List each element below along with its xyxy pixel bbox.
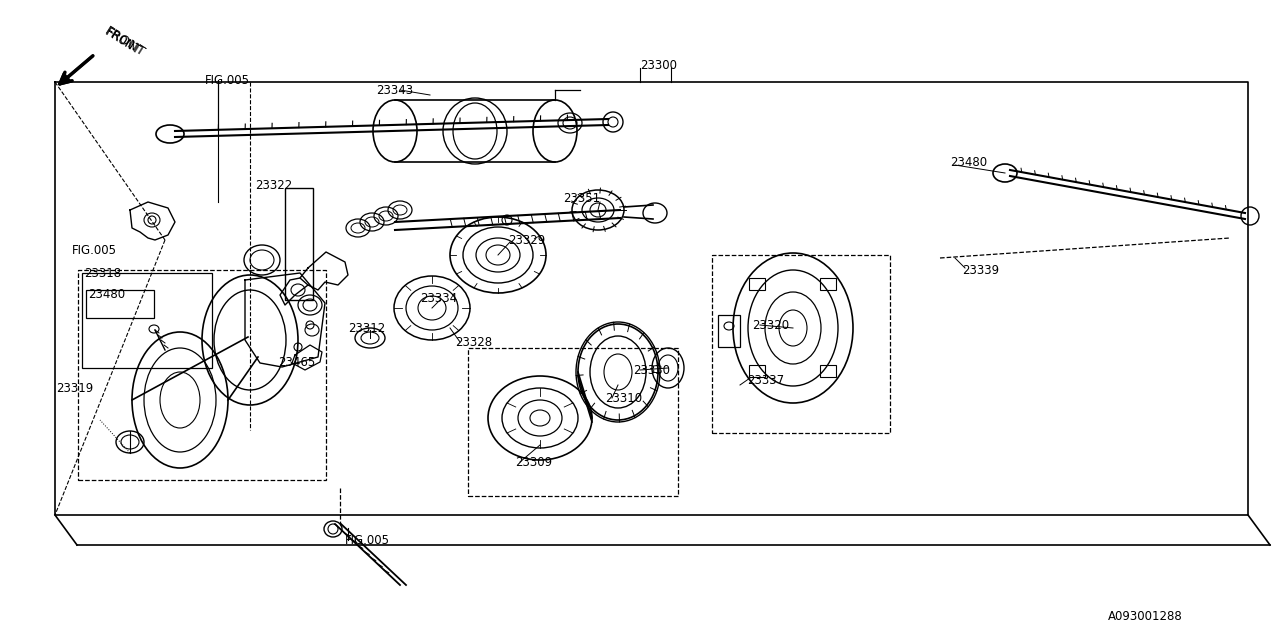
Text: 23310: 23310 — [605, 392, 643, 404]
Bar — [749, 365, 765, 377]
Text: 23300: 23300 — [640, 58, 677, 72]
Text: A093001288: A093001288 — [1108, 611, 1183, 623]
Text: 23328: 23328 — [454, 335, 492, 349]
Text: FIG.005: FIG.005 — [205, 74, 250, 86]
Text: 23343: 23343 — [376, 83, 413, 97]
Text: 23329: 23329 — [508, 234, 545, 246]
Bar — [820, 365, 836, 377]
Text: 23480: 23480 — [950, 156, 987, 168]
Text: 23309: 23309 — [515, 456, 552, 468]
Text: 23318: 23318 — [84, 266, 122, 280]
Text: 23334: 23334 — [420, 291, 457, 305]
Text: 23322: 23322 — [255, 179, 292, 191]
Bar — [468, 348, 678, 496]
Text: 23480: 23480 — [88, 287, 125, 301]
Text: 23351: 23351 — [563, 191, 600, 205]
Bar — [749, 278, 765, 290]
Bar — [78, 270, 326, 480]
Text: 23319: 23319 — [56, 381, 93, 394]
Text: 23330: 23330 — [634, 364, 669, 376]
Text: FRONT: FRONT — [102, 24, 147, 60]
Bar — [86, 290, 154, 318]
Text: 23465: 23465 — [278, 355, 315, 369]
Text: 23312: 23312 — [348, 321, 385, 335]
Text: 23337: 23337 — [748, 374, 785, 387]
Bar — [712, 255, 890, 433]
Text: 23320: 23320 — [753, 319, 790, 332]
Text: FIG.005: FIG.005 — [346, 534, 390, 547]
Text: FRONT: FRONT — [102, 26, 143, 58]
Bar — [820, 278, 836, 290]
Bar — [82, 273, 212, 368]
Text: FIG.005: FIG.005 — [72, 243, 116, 257]
Bar — [285, 188, 314, 300]
Bar — [718, 315, 740, 347]
Text: 23339: 23339 — [963, 264, 1000, 276]
